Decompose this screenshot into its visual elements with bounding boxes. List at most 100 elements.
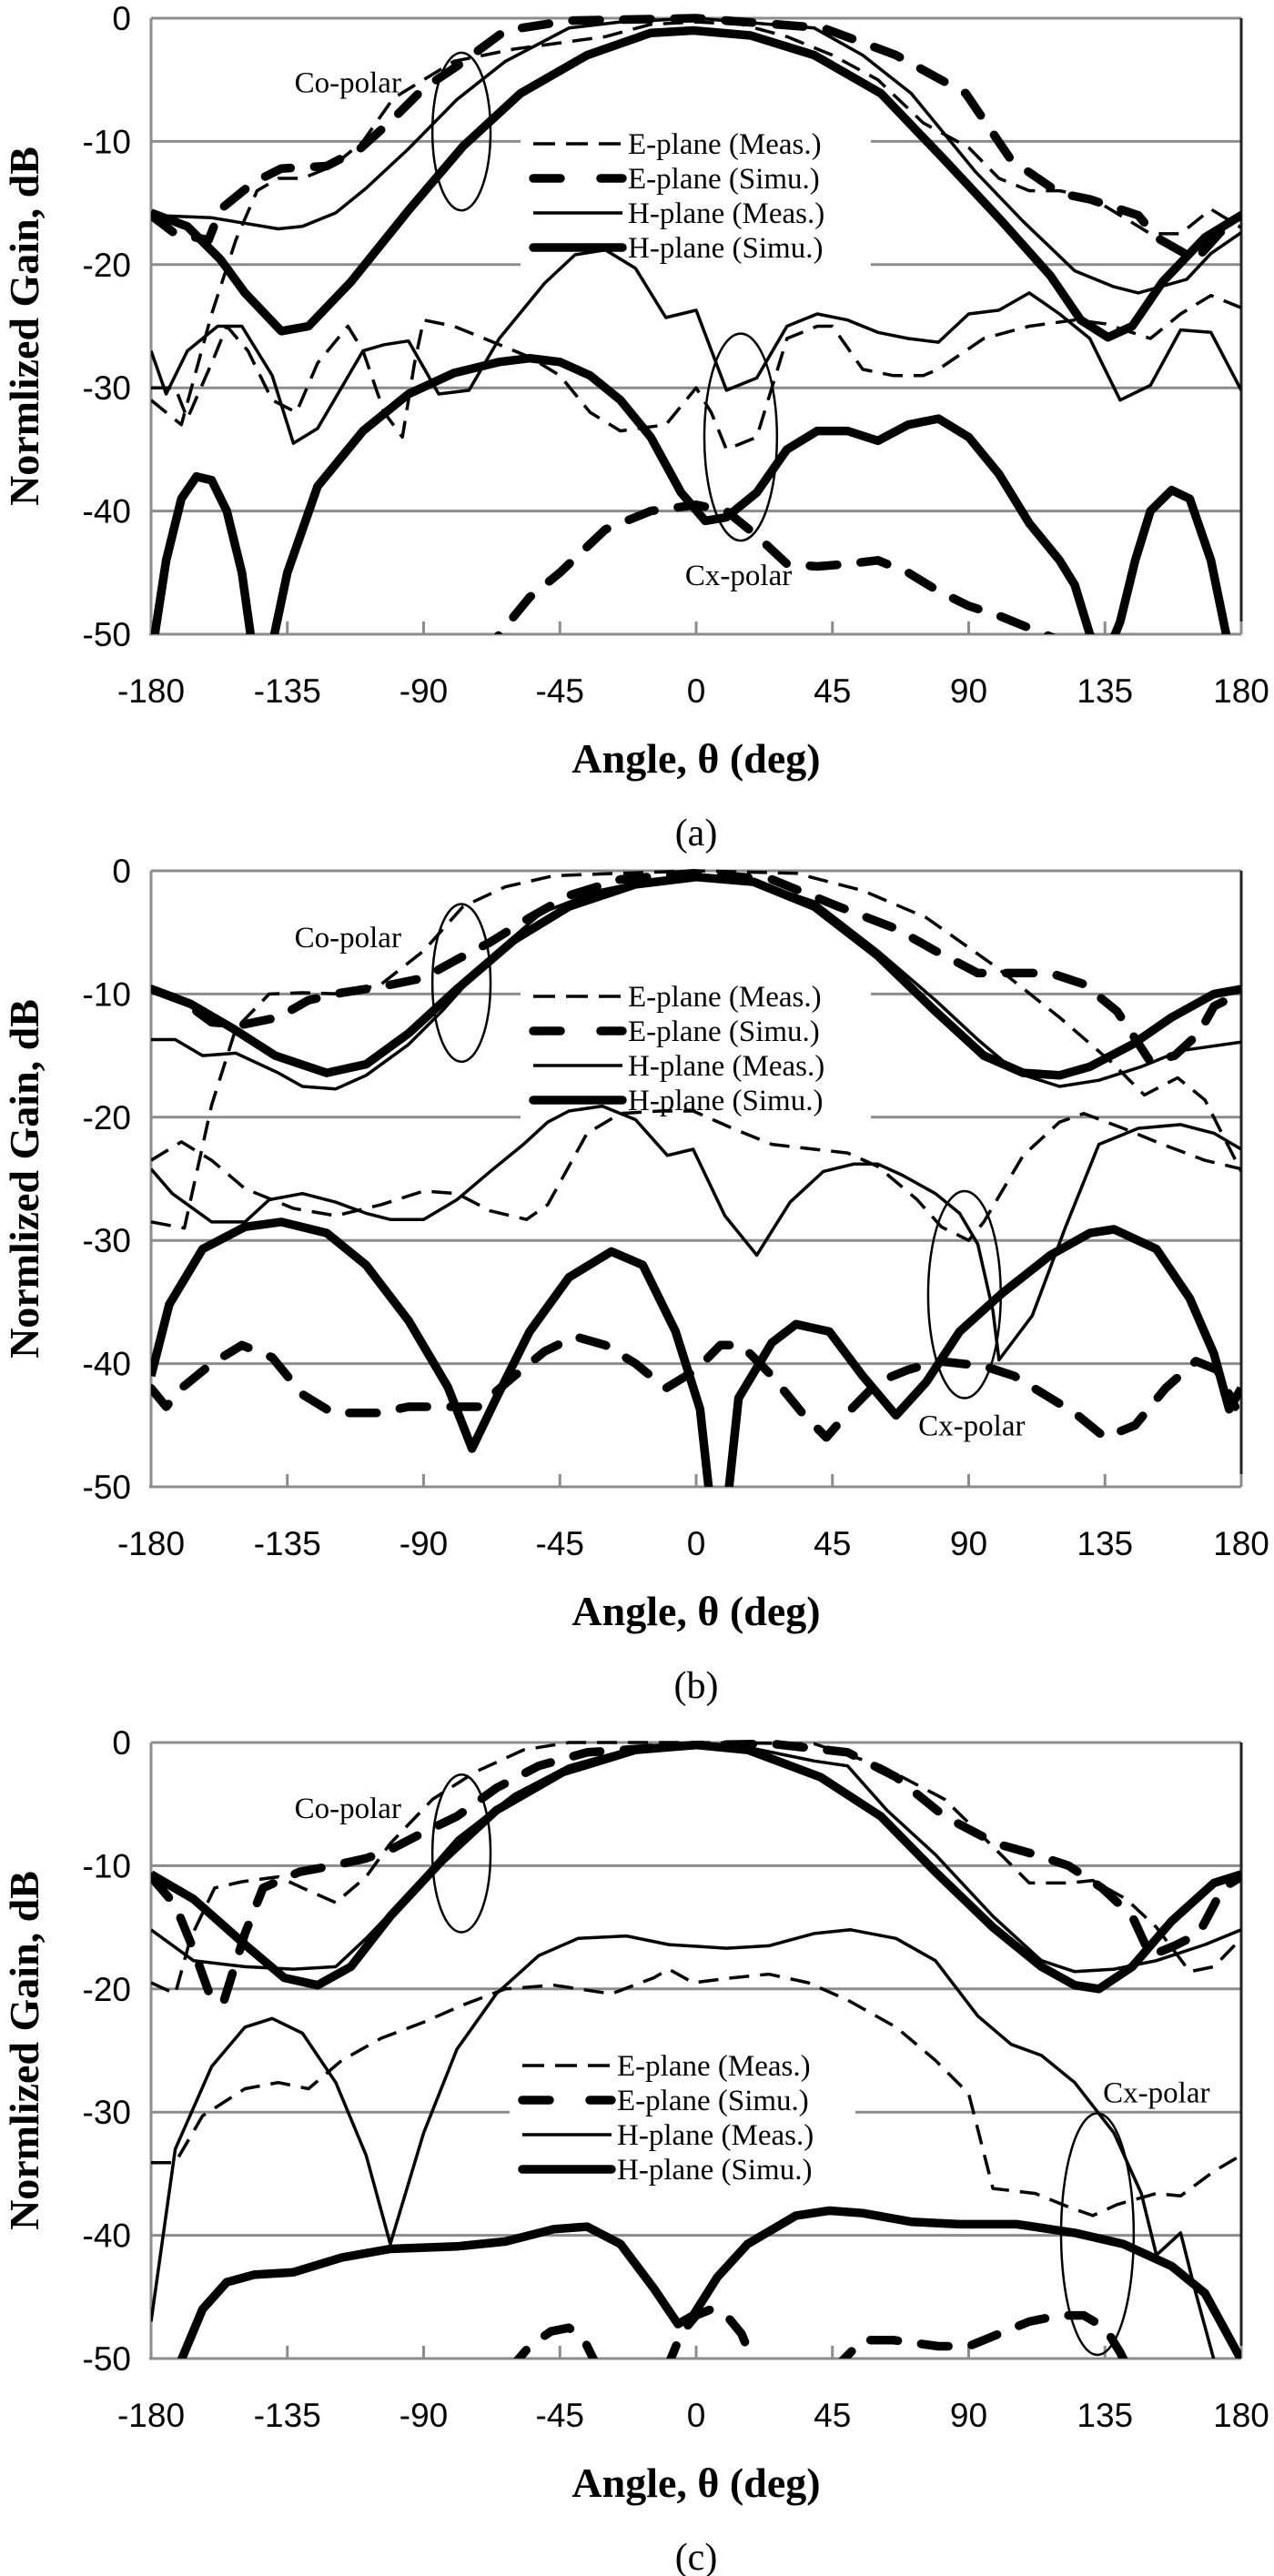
legend-label: E-plane (Simu.) [628,163,820,196]
y-tick-label: -20 [83,247,131,284]
x-tick-label: 45 [814,1525,851,1562]
y-tick-label: -30 [83,2094,131,2131]
legend-label: E-plane (Meas.) [628,128,822,161]
series-line-co-polar-e-plane-meas [151,1741,1241,1995]
legend-label: H-plane (Simu.) [617,2154,812,2187]
series-group [151,14,1241,634]
cx-polar-ellipse [1059,2112,1136,2357]
series-line-cx-polar-h-plane-meas [151,1104,1241,1362]
y-tick-label: -20 [83,1971,131,2008]
legend-label: E-plane (Simu.) [628,1015,820,1048]
y-tick-label: -10 [83,975,131,1013]
y-tick-label: -40 [83,493,131,530]
panel-caption: (a) [675,813,718,854]
series-line-cx-polar-e-plane-simu [151,1332,1240,1442]
x-tick-label: 180 [1213,1525,1269,1562]
x-tick-label: -180 [117,1525,185,1562]
y-tick-label: -50 [83,2340,131,2378]
cx-polar-label: Cx-polar [1103,2077,1209,2110]
legend: E-plane (Meas.)E-plane (Simu.)H-plane (M… [529,128,824,265]
y-tick-label: -40 [83,2217,131,2255]
x-tick-label: -45 [536,2397,584,2434]
series-group [151,868,1241,1487]
x-tick-label: 180 [1213,2397,1269,2434]
y-tick-label: -50 [83,616,131,653]
co-polar-label: Co-polar [295,1793,401,1825]
x-tick-label: 180 [1213,672,1269,710]
legend-label: E-plane (Simu.) [617,2085,809,2117]
x-tick-label: 90 [950,672,987,710]
x-tick-label: -135 [254,672,321,710]
cx-polar-ellipse [926,1189,1003,1399]
x-tick-label: -90 [399,2397,448,2434]
x-tick-label: -45 [536,672,584,710]
legend-label: H-plane (Simu.) [628,1085,823,1117]
series-line-cx-polar-e-plane-simu [513,2323,599,2359]
y-tick-label: -10 [83,1847,131,1884]
series-line-co-polar-h-plane-meas [151,16,1241,295]
legend-background [510,2032,855,2176]
x-tick-label: 135 [1077,2397,1133,2434]
y-tick-label: -40 [83,1346,131,1383]
x-tick-label: -135 [254,1525,321,1562]
y-tick-label: 0 [112,853,131,890]
legend-label: E-plane (Meas.) [628,981,822,1014]
series-line-cx-polar-h-plane-simu [151,1217,713,1487]
y-tick-label: 0 [112,0,131,37]
x-tick-label: 0 [687,2397,706,2434]
y-tick-label: -30 [83,369,131,407]
x-tick-label: -90 [399,672,448,710]
legend-label: E-plane (Meas.) [617,2050,811,2083]
x-tick-label: 135 [1077,1525,1133,1562]
series-line-cx-polar-h-plane-simu [177,2206,1241,2359]
series-line-cx-polar-e-plane-simu [838,2310,1128,2359]
legend-label: H-plane (Meas.) [628,1050,824,1083]
x-tick-label: 45 [814,672,851,710]
panel-caption: (c) [675,2537,718,2576]
series-line-co-polar-h-plane-simu [151,25,1241,342]
co-polar-label: Co-polar [295,66,401,99]
x-tick-label: -180 [117,672,185,710]
series-line-co-polar-h-plane-meas [151,1743,1241,1974]
series-line-cx-polar-h-plane-meas [151,247,1241,445]
co-polar-ellipse [430,1773,492,1934]
chart-panel-a: 0 -10 -20 -30 -40 -50 -180 -135 -90 -45 0 45 90 135 18… [1,0,1269,854]
legend-label: H-plane (Meas.) [628,197,824,230]
co-polar-ellipse [430,903,492,1064]
series-line-cx-polar-e-plane-simu [494,500,1057,634]
series-line-cx-polar-h-plane-simu [151,471,256,634]
series-line-cx-polar-h-plane-meas [151,1928,1216,2359]
series-line-co-polar-h-plane-simu [151,1740,1241,1994]
y-tick-label: -10 [83,123,131,160]
cx-polar-ellipse [703,332,779,542]
x-tick-label: -90 [399,1525,448,1562]
x-tick-label: 0 [687,1525,706,1562]
legend-label: H-plane (Simu.) [628,232,823,265]
series-line-cx-polar-h-plane-simu [269,353,1231,634]
series-line-co-polar-e-plane-simu [151,14,1241,265]
co-polar-label: Co-polar [295,922,401,955]
x-tick-label: 0 [687,672,706,710]
x-tick-label: -180 [117,2397,185,2434]
series-line-co-polar-e-plane-meas [151,869,1241,1230]
series-line-cx-polar-e-plane-meas [151,1967,1241,2217]
co-polar-ellipse [430,51,492,212]
panel-caption: (b) [674,1665,719,1707]
y-tick-label: -20 [83,1099,131,1136]
chart-panel-c: 0 -10 -20 -30 -40 -50 -180 -135 -90 -45 0 45 90 135 18… [1,1724,1269,2576]
legend: E-plane (Meas.)E-plane (Simu.)H-plane (M… [529,981,824,1117]
series-line-cx-polar-e-plane-meas [151,1109,1241,1242]
y-axis-label: Normlized Gain, dB [1,1871,47,2230]
x-axis-label: Angle, θ (deg) [571,2460,820,2506]
y-tick-label: -50 [83,1469,131,1506]
series-line-cx-polar-h-plane-simu [724,1225,1241,1487]
x-tick-label: -135 [254,2397,321,2434]
x-tick-label: 135 [1077,672,1133,710]
series-group [151,1739,1241,2359]
x-tick-label: 90 [950,2397,987,2434]
legend: E-plane (Meas.)E-plane (Simu.)H-plane (M… [518,2050,814,2187]
y-axis-label: Normlized Gain, dB [1,999,47,1359]
x-tick-label: 45 [814,2397,851,2434]
series-line-co-polar-e-plane-simu [151,1739,1241,2006]
